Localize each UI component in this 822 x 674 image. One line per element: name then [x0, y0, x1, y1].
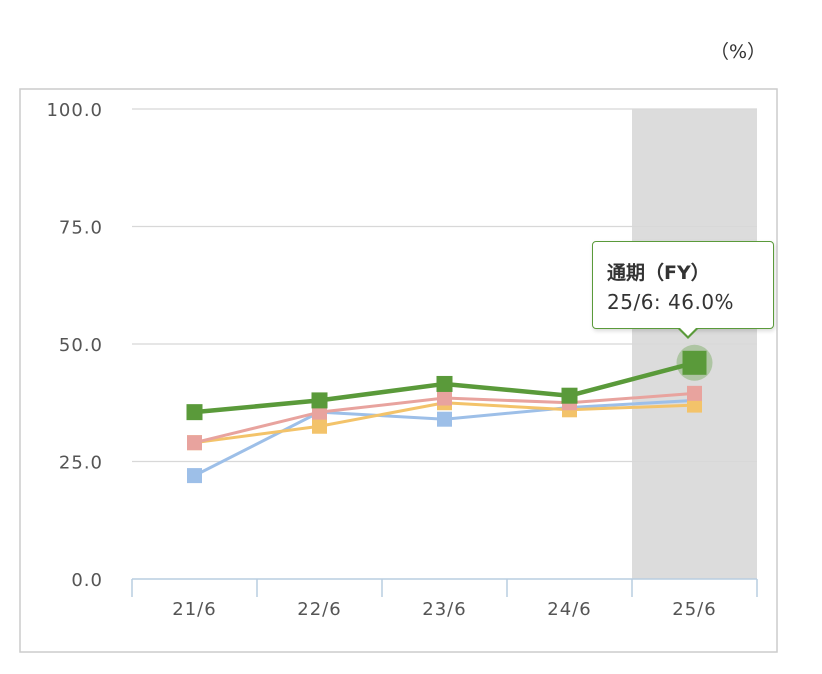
data-point: [186, 404, 203, 421]
data-point: [436, 375, 453, 392]
data-point: [687, 385, 702, 401]
tooltip-title: 通期（FY）: [607, 262, 710, 284]
data-point: [311, 392, 328, 409]
unit-label: （%）: [710, 41, 766, 63]
data-point: [561, 387, 578, 404]
x-tick-label: 25/6: [672, 599, 716, 620]
y-tick-label: 50.0: [59, 335, 103, 356]
x-tick-label: 21/6: [172, 599, 216, 620]
data-point: [187, 435, 202, 451]
tooltip-value: 25/6: 46.0%: [607, 290, 735, 314]
y-tick-label: 25.0: [59, 453, 103, 474]
y-tick-label: 100.0: [46, 100, 103, 121]
x-tick-label: 22/6: [297, 599, 341, 620]
data-point: [437, 411, 452, 427]
x-tick-label: 24/6: [547, 599, 591, 620]
tooltip-arrow-inner: [679, 326, 697, 336]
y-tick-label: 0.0: [71, 570, 103, 591]
data-point: [687, 397, 702, 413]
data-point: [437, 390, 452, 406]
data-point: [682, 350, 707, 375]
data-tooltip: 通期（FY） 25/6: 46.0%: [592, 241, 774, 339]
data-point: [312, 418, 327, 434]
data-point: [187, 468, 202, 484]
y-tick-label: 75.0: [59, 218, 103, 239]
x-tick-label: 23/6: [422, 599, 466, 620]
